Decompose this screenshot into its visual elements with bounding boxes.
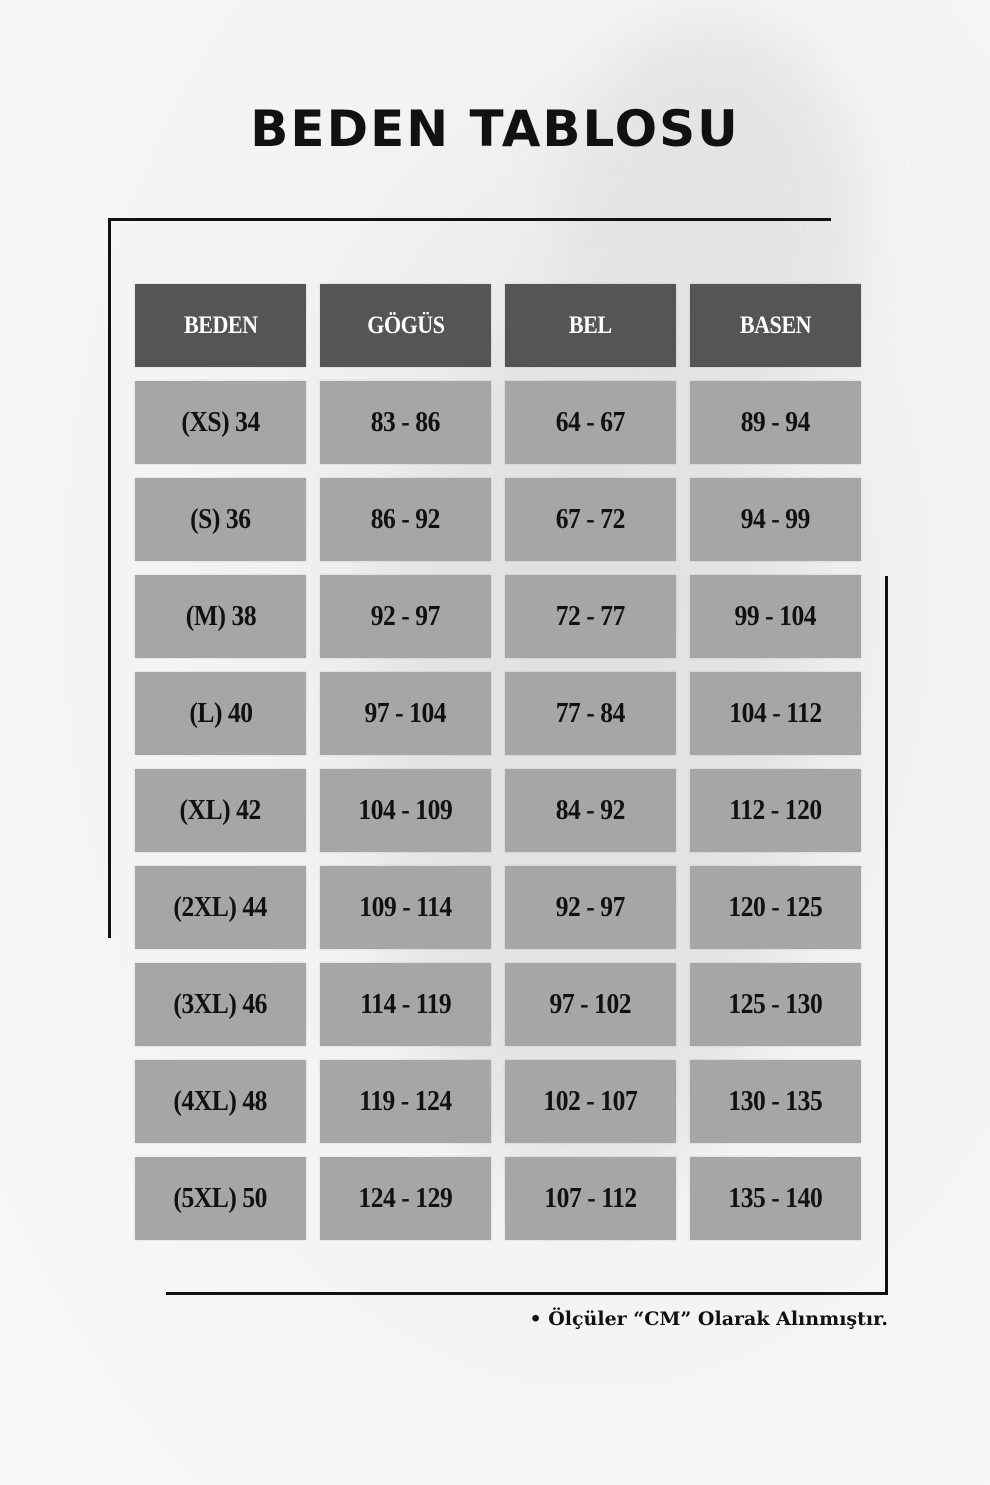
cell-value: 119 - 124 xyxy=(359,1085,452,1117)
table-header-cell: BEDEN xyxy=(135,284,306,367)
cell-value: 104 - 112 xyxy=(729,697,822,729)
cell-value: (M) 38 xyxy=(185,600,256,632)
cell-value: (2XL) 44 xyxy=(173,891,268,923)
table-cell: 94 - 99 xyxy=(690,478,861,561)
table-cell: 92 - 97 xyxy=(320,575,491,658)
table-cell: 125 - 130 xyxy=(690,963,861,1046)
header-label: BEDEN xyxy=(183,311,258,339)
cell-value: 112 - 120 xyxy=(729,794,822,826)
cell-value: 89 - 94 xyxy=(740,406,811,438)
cell-value: 94 - 99 xyxy=(740,503,811,535)
cell-value: 92 - 97 xyxy=(555,891,626,923)
cell-value: 99 - 104 xyxy=(734,600,817,632)
cell-value: 72 - 77 xyxy=(555,600,626,632)
cell-value: 104 - 109 xyxy=(358,794,453,826)
cell-value: (3XL) 46 xyxy=(173,988,268,1020)
table-cell: 135 - 140 xyxy=(690,1157,861,1240)
cell-value: 77 - 84 xyxy=(555,697,626,729)
cell-value: 102 - 107 xyxy=(543,1085,638,1117)
cell-value: 114 - 119 xyxy=(359,988,452,1020)
table-cell: 92 - 97 xyxy=(505,866,676,949)
table-cell: 83 - 86 xyxy=(320,381,491,464)
cell-value: 97 - 104 xyxy=(364,697,447,729)
cell-value: 83 - 86 xyxy=(370,406,441,438)
table-header-cell: BEL xyxy=(505,284,676,367)
cell-value: 130 - 135 xyxy=(728,1085,823,1117)
frame-line-bottom xyxy=(166,1292,888,1295)
cell-value: 125 - 130 xyxy=(728,988,823,1020)
table-cell: (4XL) 48 xyxy=(135,1060,306,1143)
table-cell: 89 - 94 xyxy=(690,381,861,464)
cell-value: (5XL) 50 xyxy=(173,1182,268,1214)
page-title: BEDEN TABLOSU xyxy=(250,100,740,158)
table-header-cell: GÖGÜS xyxy=(320,284,491,367)
size-table: BEDEN GÖGÜS BEL BASEN (XS) 34 83 - 86 64 - 67 8… xyxy=(135,284,861,1240)
table-cell: 104 - 109 xyxy=(320,769,491,852)
table-cell: (2XL) 44 xyxy=(135,866,306,949)
header-label: BASEN xyxy=(739,311,812,339)
cell-value: (S) 36 xyxy=(190,503,251,535)
cell-value: 135 - 140 xyxy=(728,1182,823,1214)
cell-value: (L) 40 xyxy=(188,697,253,729)
table-cell: 114 - 119 xyxy=(320,963,491,1046)
table-cell: 112 - 120 xyxy=(690,769,861,852)
table-cell: 77 - 84 xyxy=(505,672,676,755)
frame-line-right xyxy=(885,576,888,1295)
table-cell: 99 - 104 xyxy=(690,575,861,658)
table-cell: 104 - 112 xyxy=(690,672,861,755)
frame-line-left xyxy=(108,218,111,938)
cell-value: 84 - 92 xyxy=(555,794,626,826)
cell-value: (4XL) 48 xyxy=(173,1085,268,1117)
table-cell: 107 - 112 xyxy=(505,1157,676,1240)
cell-value: 109 - 114 xyxy=(359,891,452,923)
table-cell: 84 - 92 xyxy=(505,769,676,852)
cell-value: 67 - 72 xyxy=(555,503,626,535)
table-cell: 97 - 104 xyxy=(320,672,491,755)
cell-value: 86 - 92 xyxy=(370,503,441,535)
measurement-note: • Ölçüler “CM” Olarak Alınmıştır. xyxy=(529,1308,888,1330)
cell-value: 97 - 102 xyxy=(549,988,632,1020)
table-cell: 86 - 92 xyxy=(320,478,491,561)
table-cell: 124 - 129 xyxy=(320,1157,491,1240)
table-cell: 120 - 125 xyxy=(690,866,861,949)
table-cell: 102 - 107 xyxy=(505,1060,676,1143)
table-cell: 119 - 124 xyxy=(320,1060,491,1143)
header-label: GÖGÜS xyxy=(366,311,445,339)
table-cell: (XL) 42 xyxy=(135,769,306,852)
table-cell: (L) 40 xyxy=(135,672,306,755)
cell-value: 64 - 67 xyxy=(555,406,626,438)
cell-value: 120 - 125 xyxy=(728,891,823,923)
cell-value: (XL) 42 xyxy=(179,794,262,826)
cell-value: 124 - 129 xyxy=(358,1182,453,1214)
table-cell: 109 - 114 xyxy=(320,866,491,949)
cell-value: 92 - 97 xyxy=(370,600,441,632)
table-cell: 130 - 135 xyxy=(690,1060,861,1143)
header-label: BEL xyxy=(569,311,612,339)
table-cell: (5XL) 50 xyxy=(135,1157,306,1240)
table-cell: 67 - 72 xyxy=(505,478,676,561)
cell-value: 107 - 112 xyxy=(544,1182,637,1214)
frame-line-top xyxy=(110,218,831,221)
table-cell: 72 - 77 xyxy=(505,575,676,658)
table-cell: (XS) 34 xyxy=(135,381,306,464)
table-cell: (S) 36 xyxy=(135,478,306,561)
table-cell: 97 - 102 xyxy=(505,963,676,1046)
table-cell: (3XL) 46 xyxy=(135,963,306,1046)
table-cell: 64 - 67 xyxy=(505,381,676,464)
table-header-cell: BASEN xyxy=(690,284,861,367)
table-cell: (M) 38 xyxy=(135,575,306,658)
cell-value: (XS) 34 xyxy=(181,406,260,438)
